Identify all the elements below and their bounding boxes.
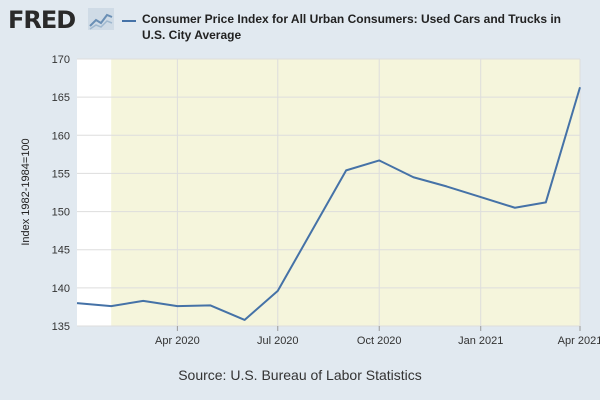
- x-tick-label: Jan 2021: [458, 335, 503, 347]
- source-note: Source: U.S. Bureau of Labor Statistics: [178, 367, 422, 383]
- data-point[interactable]: [140, 298, 146, 304]
- data-point[interactable]: [410, 174, 416, 180]
- data-point[interactable]: [275, 288, 281, 294]
- data-point[interactable]: [543, 199, 549, 205]
- trend-chart-icon: [88, 8, 114, 30]
- y-tick-label: 135: [52, 321, 70, 333]
- y-tick-label: 165: [52, 92, 70, 104]
- data-point[interactable]: [174, 303, 180, 309]
- data-point[interactable]: [108, 303, 114, 309]
- recession-shade: [111, 59, 580, 326]
- series-line[interactable]: [76, 86, 581, 321]
- y-tick-label: 140: [52, 283, 70, 295]
- data-point[interactable]: [376, 157, 382, 163]
- x-tick-label: Apr 2021: [558, 335, 600, 347]
- data-point[interactable]: [577, 84, 583, 90]
- data-point[interactable]: [242, 317, 248, 323]
- x-tick-labels: Apr 2020 Jul 2020 Oct 2020 Jan 2021 Apr 2021: [155, 335, 600, 347]
- legend-label[interactable]: Consumer Price Index for All Urban Consu…: [142, 12, 561, 42]
- grid-lines: [77, 58, 581, 331]
- y-tick-label: 160: [52, 130, 70, 142]
- x-tick-label: Apr 2020: [155, 335, 200, 347]
- x-tick-label: Jul 2020: [257, 335, 299, 347]
- y-tick-label: 170: [52, 54, 70, 66]
- data-point[interactable]: [444, 183, 450, 189]
- data-point[interactable]: [478, 194, 484, 200]
- y-tick-label: 145: [52, 245, 70, 257]
- data-point[interactable]: [207, 302, 213, 308]
- fred-logo: FRED: [8, 6, 76, 34]
- data-point[interactable]: [512, 205, 518, 211]
- data-point[interactable]: [74, 300, 80, 306]
- legend-swatch: [122, 20, 136, 22]
- x-tick-label: Oct 2020: [357, 335, 402, 347]
- y-tick-label: 150: [52, 207, 70, 219]
- y-tick-label: 155: [52, 168, 70, 180]
- y-tick-labels: 135 140 145 150 155 160 165 170: [52, 54, 70, 333]
- data-point[interactable]: [343, 167, 349, 173]
- chart-header: FRED Consumer Price Index for All Urban …: [0, 0, 600, 52]
- data-point[interactable]: [309, 228, 315, 234]
